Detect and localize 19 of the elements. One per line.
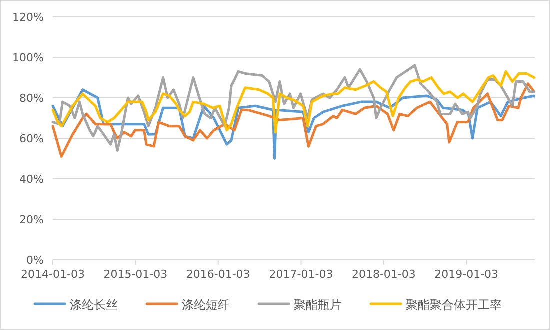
x-tick-label: 2014-01-03: [21, 268, 85, 281]
y-tick-label: 120%: [12, 11, 44, 24]
line-series: [52, 70, 536, 134]
y-tick-label: 80%: [20, 92, 44, 105]
y-tick-label: 60%: [20, 132, 44, 146]
x-tick-label: 2019-01-03: [434, 268, 499, 281]
y-tick-label: 0%: [26, 254, 44, 267]
y-tick-label: 20%: [20, 214, 44, 226]
legend-label: 涤纶长丝: [70, 298, 118, 312]
line-series: [52, 64, 536, 152]
y-tick-label: 40%: [20, 173, 44, 186]
y-tick-label: 100%: [12, 52, 44, 64]
x-tick-label: 2017-01-03: [269, 268, 334, 281]
legend-label: 涤纶短纤: [182, 298, 230, 312]
legend-label: 聚酯聚合体开工率: [406, 298, 502, 312]
x-tick-label: 2018-01-03: [352, 268, 416, 281]
x-tick-label: 2016-01-03: [186, 268, 250, 281]
x-tick-label: 2015-01-03: [104, 268, 168, 281]
legend-label: 聚酯瓶片: [294, 298, 342, 312]
